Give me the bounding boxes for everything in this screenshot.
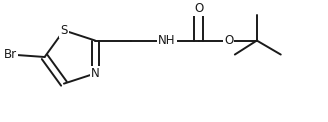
Text: Br: Br (4, 49, 17, 61)
Text: O: O (224, 34, 234, 47)
Text: O: O (194, 2, 204, 15)
Text: NH: NH (158, 34, 176, 47)
Text: S: S (60, 24, 68, 37)
Text: N: N (91, 67, 99, 80)
